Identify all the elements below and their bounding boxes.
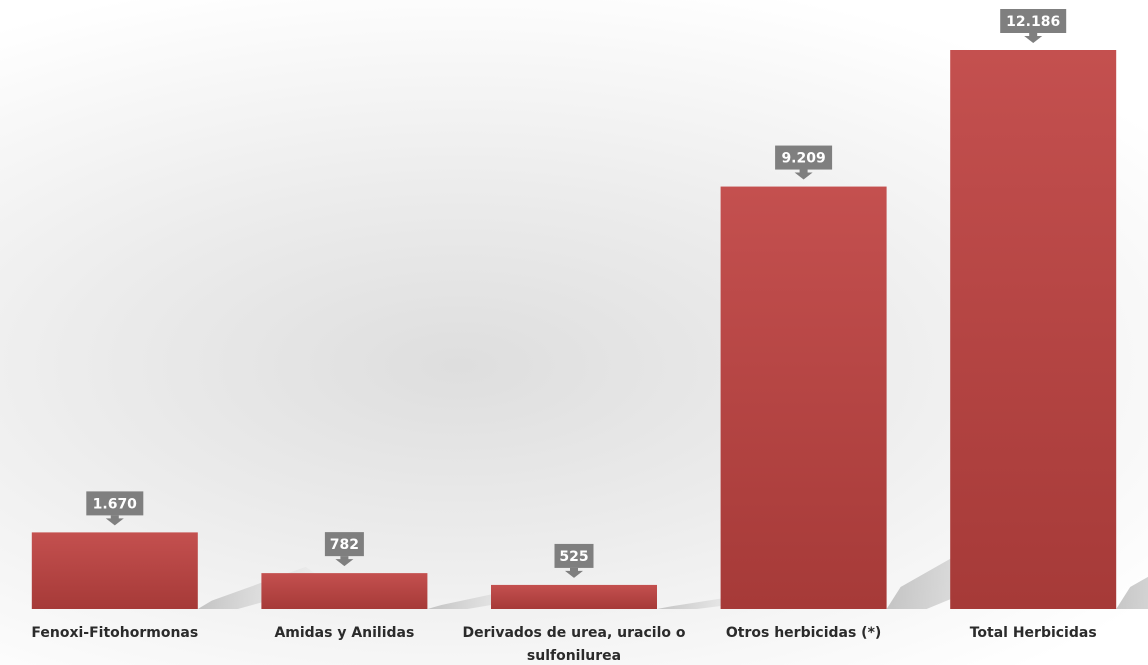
- bar: [31, 532, 198, 609]
- category-label-line: sulfonilurea: [527, 648, 621, 664]
- category-label: Amidas y Anilidas: [274, 625, 414, 641]
- value-label: 12.186: [1006, 14, 1060, 30]
- value-callout-box: [1000, 9, 1067, 33]
- category-label-line: Total Herbicidas: [970, 625, 1097, 641]
- value-callout: 12.186: [1000, 9, 1067, 43]
- down-arrow-icon: [105, 515, 124, 526]
- value-callout-box: [324, 532, 364, 557]
- bars: [31, 50, 1117, 609]
- value-callout-box: [775, 145, 833, 170]
- bar: [950, 50, 1117, 609]
- bar: [261, 573, 428, 609]
- value-label: 782: [330, 537, 359, 553]
- category-label-line: Otros herbicidas (*): [726, 625, 881, 641]
- category-label: Fenoxi-Fitohormonas: [31, 625, 198, 641]
- down-arrow-icon: [335, 556, 354, 567]
- down-arrow-icon: [565, 567, 583, 578]
- value-callout-box: [86, 491, 144, 516]
- value-labels: 1.670 782 525 9.209 12.186: [86, 9, 1067, 578]
- bar: [491, 584, 657, 609]
- category-label-line: Amidas y Anilidas: [274, 625, 414, 641]
- value-label: 9.209: [781, 151, 825, 167]
- value-label: 525: [559, 549, 588, 565]
- category-label-line: Derivados de urea, uracilo o: [463, 625, 686, 641]
- down-arrow-icon: [794, 169, 813, 180]
- value-callout: 525: [554, 543, 594, 578]
- down-arrow-icon: [1024, 33, 1043, 43]
- value-callout: 9.209: [775, 145, 833, 180]
- category-label: Derivados de urea, uracilo o sulfonilurea: [463, 625, 686, 664]
- bar-shadow: [1116, 576, 1148, 609]
- category-label-line: Fenoxi-Fitohormonas: [31, 625, 198, 641]
- value-callout: 1.670: [86, 491, 144, 526]
- category-label: Otros herbicidas (*): [726, 625, 881, 641]
- category-labels: Fenoxi-Fitohormonas Amidas y Anilidas Deri…: [31, 625, 1096, 664]
- value-callout-box: [554, 543, 594, 568]
- value-callout: 782: [324, 532, 364, 567]
- value-label: 1.670: [93, 496, 138, 512]
- category-label: Total Herbicidas: [970, 625, 1097, 641]
- bar: [720, 186, 887, 609]
